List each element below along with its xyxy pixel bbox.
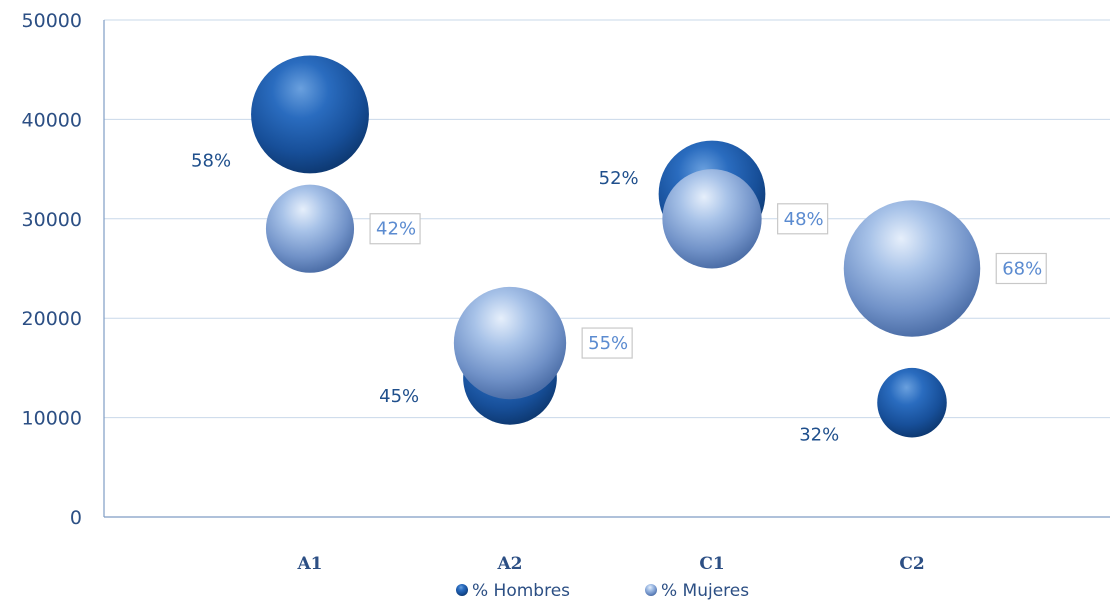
bubble-hombres-a1 [251,55,369,174]
legend: % Hombres % Mujeres [456,581,749,601]
data-label-hombres-a2: 45% [379,386,419,407]
bubble-mujeres-c2 [843,200,981,337]
x-tick-label: C1 [699,554,724,574]
bubble-mujeres-c1 [662,169,762,269]
data-label-box [369,213,421,245]
data-label-hombres-c1: 52% [599,168,639,189]
bubbles [251,55,981,438]
axes: 0 10000 20000 30000 40000 50000 A1 A2 C1 C2 [22,10,1110,574]
data-label-box [777,203,829,235]
y-tick-label: 40000 [22,109,82,131]
legend-marker-hombres [456,584,468,596]
bubble-mujeres-a2 [453,286,567,400]
legend-marker-mujeres [645,584,657,596]
x-tick-label: C2 [899,554,924,574]
data-label-box [995,252,1047,285]
data-label-hombres-c2: 32% [799,425,839,446]
legend-label-mujeres: % Mujeres [661,581,749,601]
data-label-mujeres-a1: 42% [376,219,416,240]
data-label-hombres-a1: 58% [191,150,231,171]
x-tick-label: A2 [496,554,522,574]
y-tick-label: 10000 [22,408,82,430]
data-label-mujeres-c2: 68% [1002,259,1042,280]
bubble-hombres-c2 [877,367,947,438]
data-label-mujeres-c1: 48% [784,209,824,230]
legend-label-hombres: % Hombres [472,581,570,601]
data-labels: 58% 45% 52% 32% 42% 55% 48% 68% [191,150,1047,446]
y-tick-label: 20000 [22,308,82,330]
bubble-mujeres-a1 [265,184,355,273]
y-tick-label: 0 [70,507,82,529]
y-tick-label: 30000 [22,209,82,231]
y-tick-label: 50000 [22,10,82,32]
x-tick-label: A1 [296,554,322,574]
data-label-box [581,327,633,359]
data-label-mujeres-a2: 55% [588,333,628,354]
